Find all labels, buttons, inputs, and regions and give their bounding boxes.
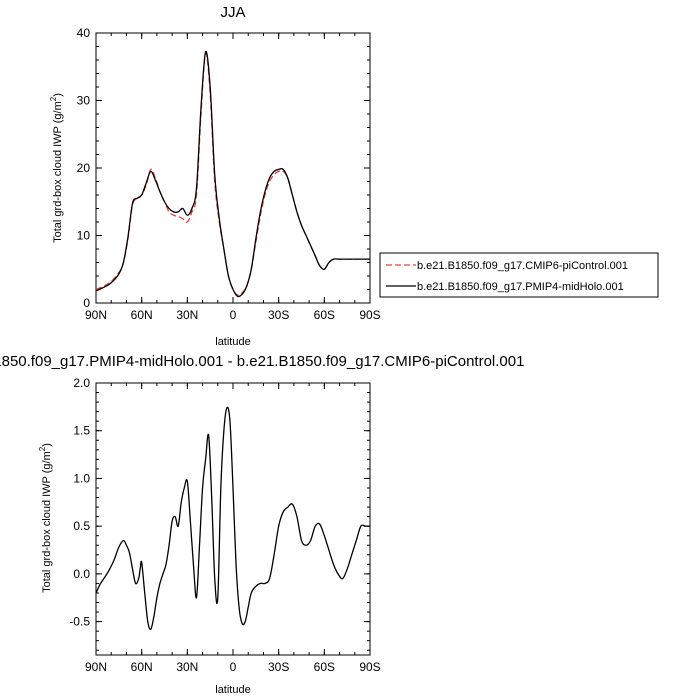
top-y-axis-label-close: ) [52, 93, 64, 97]
bottom-y-tick-label: 1.5 [73, 424, 90, 438]
top-x-tick-label: 30S [268, 308, 289, 322]
bottom-y-axis-label-main: Total grd-box cloud IWP (g/m [41, 451, 53, 593]
bottom-chart-title: b.e21.B1850.f09_g17.PMIP4-midHolo.001 - … [0, 353, 524, 370]
top-x-axis-label: latitude [215, 336, 250, 348]
bottom-y-tick-label: 0.0 [73, 567, 90, 581]
bottom-x-tick-label: 30S [268, 660, 289, 674]
top-y-axis-label-sup: 2 [49, 96, 58, 101]
legend: b.e21.B1850.f09_g17.CMIP6-piControl.001 … [379, 252, 659, 298]
bottom-y-axis-label: Total grd-box cloud IWP (g/m2) [38, 443, 53, 593]
top-y-axis-label: Total grd-box cloud IWP (g/m2) [49, 93, 64, 243]
bottom-series-group [95, 406, 371, 631]
top-y-tick-label: 30 [77, 94, 91, 108]
bottom-x-tick-label: 90S [359, 660, 380, 674]
top-series-line-0 [95, 52, 370, 296]
bottom-y-axis-label-close: ) [41, 443, 53, 447]
top-series-line-1 [95, 50, 370, 298]
bottom-y-tick-label: 0.5 [73, 519, 90, 533]
top-y-tick-label: 10 [77, 229, 91, 243]
bottom-y-tick-label: 2.0 [73, 376, 90, 390]
top-x-tick-label: 90N [85, 308, 107, 322]
bottom-y-tick-label: 1.0 [73, 471, 90, 485]
bottom-x-tick-label: 30N [176, 660, 198, 674]
top-x-tick-label: 60N [131, 308, 153, 322]
legend-label-midholo: b.e21.B1850.f09_g17.PMIP4-midHolo.001 [417, 281, 624, 293]
top-x-tick-label: 90S [359, 308, 380, 322]
top-x-tick-label: 0 [230, 308, 237, 322]
bottom-x-tick-label: 60N [131, 660, 153, 674]
top-y-tick-label: 40 [77, 26, 91, 40]
top-y-tick-label: 20 [77, 161, 91, 175]
bottom-chart: b.e21.B1850.f09_g17.PMIP4-midHolo.001 - … [0, 353, 524, 696]
bottom-x-tick-label: 60S [314, 660, 335, 674]
legend-label-picontrol: b.e21.B1850.f09_g17.CMIP6-piControl.001 [417, 260, 628, 272]
bottom-plot-frame [95, 382, 371, 656]
legend-box [379, 252, 659, 298]
bottom-series-line-0 [95, 406, 371, 631]
top-series-group [95, 50, 370, 298]
bottom-x-tick-label: 90N [85, 660, 107, 674]
bottom-x-axis-label: latitude [215, 684, 250, 696]
top-y-tick-label: 0 [83, 296, 90, 310]
top-x-tick-label: 60S [314, 308, 335, 322]
top-y-axis-label-main: Total grd-box cloud IWP (g/m [52, 101, 64, 243]
bottom-y-axis-label-sup: 2 [38, 446, 47, 451]
bottom-axes: 90N 60N 30N 0 30S 60S 90S -0.5 0.0 0.5 1.0 1.5 2.0 [69, 376, 380, 674]
bottom-x-tick-label: 0 [230, 660, 237, 674]
top-axes: 90N 60N 30N 0 30S 60S 90S 0 10 20 30 40 [77, 26, 381, 322]
bottom-y-tick-label: -0.5 [69, 615, 90, 629]
top-chart: JJA 90N 60N 30N 0 30S 60S 90S 0 10 20 30 40 latitud… [49, 4, 659, 348]
top-chart-title: JJA [220, 4, 245, 21]
top-x-tick-label: 30N [176, 308, 198, 322]
